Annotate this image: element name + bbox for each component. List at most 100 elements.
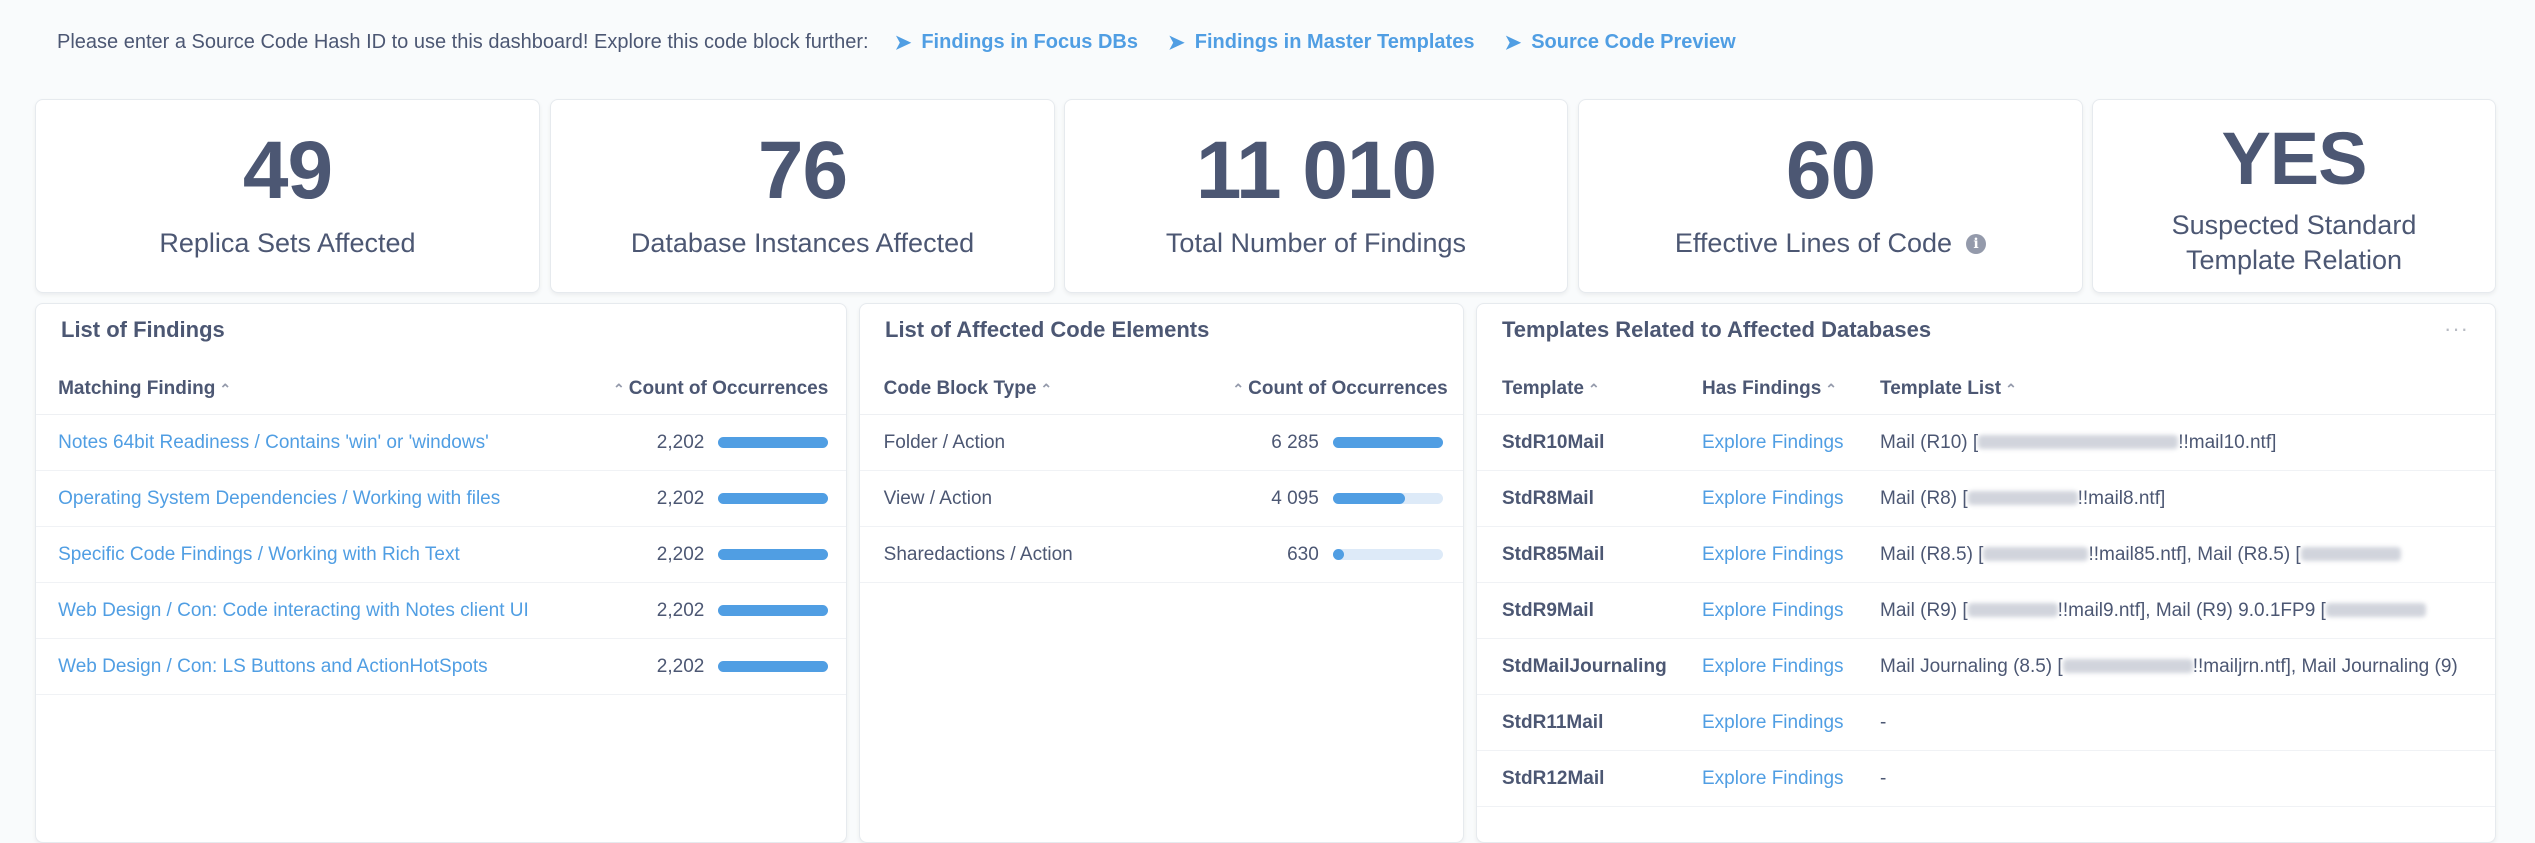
template-list-text: Mail (R8) [ xyxy=(1880,487,1968,509)
count-bar-cell xyxy=(1332,526,1448,583)
card-title: List of Affected Code Elements xyxy=(885,317,1210,342)
kpi-value: YES xyxy=(2221,117,2367,200)
explore-findings-link[interactable]: Explore Findings xyxy=(1702,582,1880,639)
count-bar-fill xyxy=(718,548,829,560)
count-value: 2,202 xyxy=(606,470,719,527)
count-bar xyxy=(718,604,829,616)
col-header-template-list[interactable]: Template List ⌃ xyxy=(1880,364,2495,415)
link-label: Findings in Focus DBs xyxy=(921,30,1138,53)
count-bar-fill xyxy=(718,436,829,448)
code-block-type: Sharedactions / Action xyxy=(883,526,1229,583)
explore-findings-link[interactable]: Explore Findings xyxy=(1702,750,1880,807)
redacted-text xyxy=(2300,547,2401,562)
template-list: Mail (R9) [!!mail9.ntf], Mail (R9) 9.0.1… xyxy=(1880,582,2495,639)
explore-findings-link[interactable]: Explore Findings xyxy=(1702,470,1880,527)
col-header-count[interactable]: ⌃ Count of Occurrences xyxy=(1228,364,1448,415)
explore-findings-link[interactable]: Explore Findings xyxy=(1702,694,1880,751)
kpi-label: Suspected Standard Template Relation xyxy=(2171,210,2417,276)
header-label: Has Findings xyxy=(1702,378,1822,399)
table-header: Matching Finding ⌃ ⌃ Count of Occurrences xyxy=(36,364,846,415)
kpi-value: 60 xyxy=(1785,125,1876,217)
table-row: Sharedactions / Action 630 xyxy=(860,526,1463,583)
link-findings-master-templates[interactable]: ➤ Findings in Master Templates xyxy=(1168,30,1474,55)
header-label: Matching Finding xyxy=(58,378,216,399)
col-header-template[interactable]: Template ⌃ xyxy=(1502,364,1702,415)
col-header-finding[interactable]: Matching Finding ⌃ xyxy=(58,364,607,415)
count-bar-cell xyxy=(718,470,829,527)
arrow-icon: ➤ xyxy=(1504,31,1522,54)
finding-link[interactable]: Specific Code Findings / Working with Ri… xyxy=(58,526,607,583)
count-bar-fill xyxy=(1332,492,1405,504)
template-name: StdR10Mail xyxy=(1502,414,1702,471)
col-header-type[interactable]: Code Block Type ⌃ xyxy=(883,364,1229,415)
template-name: StdMailJournaling xyxy=(1502,638,1702,695)
finding-link[interactable]: Operating System Dependencies / Working … xyxy=(58,470,607,527)
template-list-text: !!mail10.ntf] xyxy=(2178,431,2277,453)
table-row: StdR9Mail Explore Findings Mail (R9) [!!… xyxy=(1477,582,2495,639)
table-row: Operating System Dependencies / Working … xyxy=(36,470,846,527)
kpi-label: Effective Lines of Code xyxy=(1674,228,1953,259)
kpi-value: 76 xyxy=(757,125,848,217)
explore-findings-link[interactable]: Explore Findings xyxy=(1702,526,1880,583)
template-list: Mail Journaling (8.5) [!!mailjrn.ntf], M… xyxy=(1880,638,2495,695)
template-name: StdR85Mail xyxy=(1502,526,1702,583)
template-list: - xyxy=(1880,750,2495,807)
table-row: StdR10Mail Explore Findings Mail (R10) [… xyxy=(1477,414,2495,471)
kpi-value: 11 010 xyxy=(1195,125,1437,217)
link-label: Findings in Master Templates xyxy=(1194,30,1475,53)
dashboard-intro-bar: Please enter a Source Code Hash ID to us… xyxy=(57,26,1766,58)
card-title: List of Findings xyxy=(61,317,225,342)
kpi-replica-sets[interactable]: 49 Replica Sets Affected xyxy=(35,99,540,293)
col-header-count[interactable]: ⌃ Count of Occurrences xyxy=(606,364,829,415)
template-list-text: Mail Journaling (8.5) [ xyxy=(1880,655,2063,677)
redacted-text xyxy=(1967,603,2058,618)
count-bar-cell xyxy=(718,414,829,471)
table-row: StdR85Mail Explore Findings Mail (R8.5) … xyxy=(1477,526,2495,583)
sort-icon: ⌃ xyxy=(219,381,232,397)
count-bar xyxy=(1332,492,1443,504)
header-label: Count of Occurrences xyxy=(628,378,829,399)
table-row: StdR12Mail Explore Findings - xyxy=(1477,750,2495,807)
redacted-text xyxy=(1983,547,2089,562)
count-bar xyxy=(718,492,829,504)
count-value: 630 xyxy=(1228,526,1333,583)
count-bar xyxy=(1332,548,1443,560)
table-row: StdR11Mail Explore Findings - xyxy=(1477,694,2495,751)
template-name: StdR8Mail xyxy=(1502,470,1702,527)
finding-link[interactable]: Web Design / Con: Code interacting with … xyxy=(58,582,607,639)
explore-findings-link[interactable]: Explore Findings xyxy=(1702,414,1880,471)
col-header-has-findings[interactable]: Has Findings ⌃ xyxy=(1702,364,1880,415)
templates-table: Template ⌃ Has Findings ⌃ Template List ⌃ S… xyxy=(1477,364,2495,807)
table-row: Specific Code Findings / Working with Ri… xyxy=(36,526,846,583)
explore-findings-link[interactable]: Explore Findings xyxy=(1702,638,1880,695)
count-bar-cell xyxy=(1332,414,1448,471)
header-label: Count of Occurrences xyxy=(1248,378,1448,399)
kpi-label-row: Effective Lines of Code i xyxy=(1674,226,1987,261)
table-row: StdR8Mail Explore Findings Mail (R8) [!!… xyxy=(1477,470,2495,527)
template-name: StdR12Mail xyxy=(1502,750,1702,807)
table-row: Folder / Action 6 285 xyxy=(860,414,1463,471)
count-value: 6 285 xyxy=(1228,414,1333,471)
table-header: Template ⌃ Has Findings ⌃ Template List ⌃ xyxy=(1477,364,2495,415)
template-name: StdR9Mail xyxy=(1502,582,1702,639)
kpi-database-instances[interactable]: 76 Database Instances Affected xyxy=(550,99,1055,293)
info-icon[interactable]: i xyxy=(1966,234,1987,254)
kpi-standard-template[interactable]: YES Suspected Standard Template Relation xyxy=(2092,99,2496,293)
count-bar xyxy=(1332,436,1443,448)
link-source-code-preview[interactable]: ➤ Source Code Preview xyxy=(1504,30,1735,55)
count-bar xyxy=(718,436,829,448)
finding-link[interactable]: Notes 64bit Readiness / Contains 'win' o… xyxy=(58,414,607,471)
table-row: Web Design / Con: Code interacting with … xyxy=(36,582,846,639)
code-elements-table: Code Block Type ⌃ ⌃ Count of Occurrences F… xyxy=(860,364,1463,583)
more-options-icon[interactable]: ··· xyxy=(2444,316,2469,341)
redacted-text xyxy=(2062,659,2193,674)
sort-icon: ⌃ xyxy=(613,381,625,397)
kpi-label: Total Number of Findings xyxy=(1165,228,1467,259)
template-list: Mail (R8) [!!mail8.ntf] xyxy=(1880,470,2495,527)
arrow-icon: ➤ xyxy=(894,31,912,54)
finding-link[interactable]: Web Design / Con: LS Buttons and ActionH… xyxy=(58,638,607,695)
kpi-effective-lines[interactable]: 60 Effective Lines of Code i xyxy=(1578,99,2083,293)
link-findings-focus-dbs[interactable]: ➤ Findings in Focus DBs xyxy=(895,30,1138,55)
table-row: StdMailJournaling Explore Findings Mail … xyxy=(1477,638,2495,695)
kpi-total-findings[interactable]: 11 010 Total Number of Findings xyxy=(1064,99,1568,293)
